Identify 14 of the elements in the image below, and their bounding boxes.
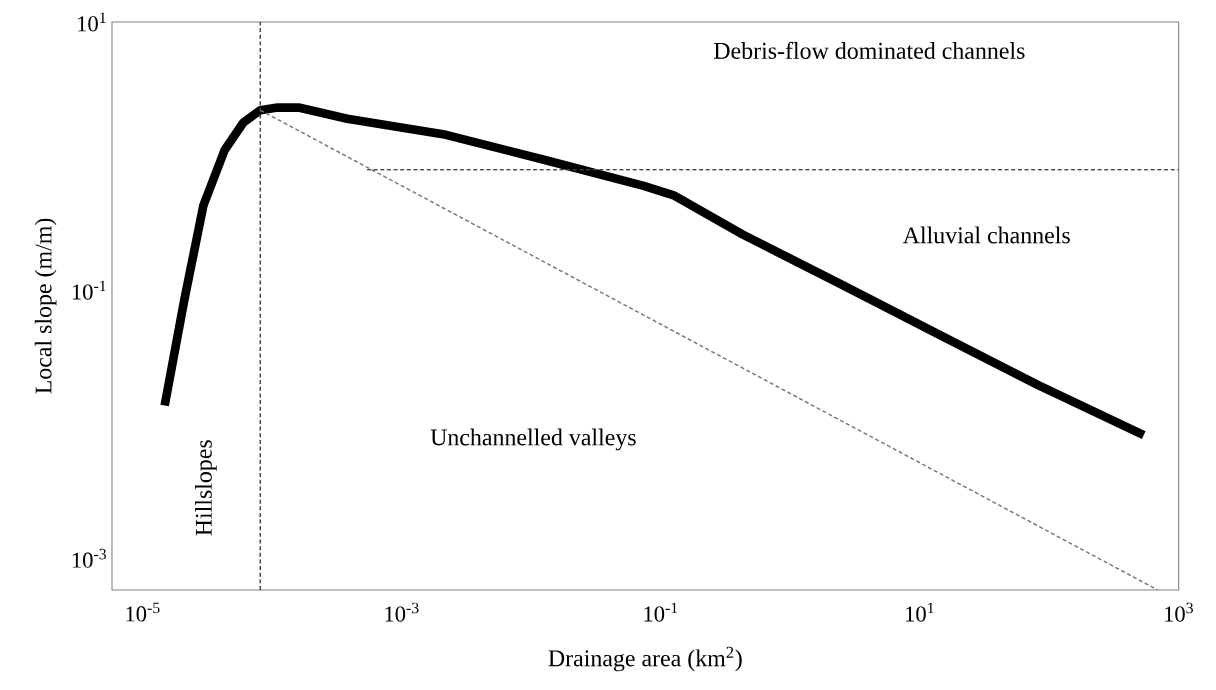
y-tick-label: 10$^{-3}$ [72,548,107,568]
x-tick-label: 10$^{1}$ [906,602,934,622]
x-axis-title: Drainage area (km$^{2}$) [548,646,742,672]
x-tick-label: 10$^{3}$ [1165,602,1193,622]
x-tick-label: 10$^{-3}$ [385,602,419,622]
x-tick-label: 10$^{-5}$ [126,602,160,622]
x-tick-label: 10$^{-1}$ [644,602,678,622]
annotation: Unchannelled valleys [430,428,636,451]
y-tick-label: 10$^{-1}$ [72,280,106,300]
y-tick-label: 10$^{1}$ [78,12,106,32]
y-axis-title: Local slope (m/m) [34,218,57,394]
annotation: Hillslopes [195,440,217,536]
annotation: Alluvial channels [902,226,1070,244]
annotation: Debris-flow dominated channels [713,41,1025,59]
